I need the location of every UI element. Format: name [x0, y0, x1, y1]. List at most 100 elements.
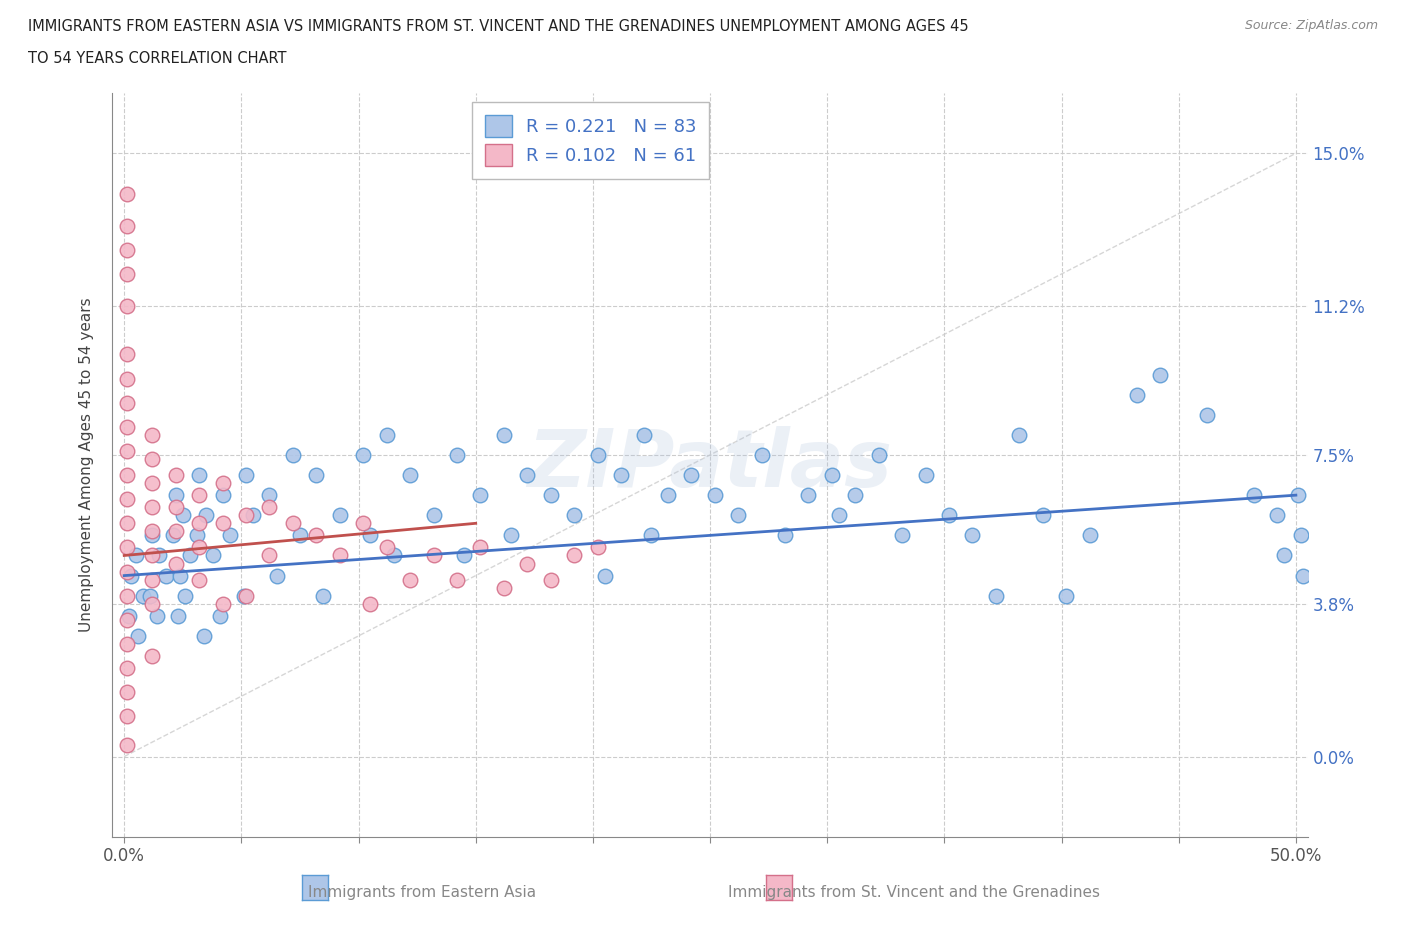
Point: [115, 660, 138, 675]
Point: [962, 528, 984, 543]
Point: [115, 709, 138, 724]
Point: [115, 589, 138, 604]
Point: [146, 608, 169, 623]
Point: [828, 508, 851, 523]
Point: [938, 508, 960, 523]
Point: [172, 508, 194, 523]
Point: [399, 572, 422, 587]
Point: [681, 468, 703, 483]
Y-axis label: Unemployment Among Ages 45 to 54 years: Unemployment Among Ages 45 to 54 years: [79, 298, 94, 632]
Point: [593, 568, 616, 583]
Point: [195, 508, 218, 523]
Point: [188, 468, 211, 483]
Text: Immigrants from St. Vincent and the Grenadines: Immigrants from St. Vincent and the Gren…: [728, 885, 1099, 900]
Point: [446, 447, 468, 462]
Point: [188, 487, 211, 502]
Point: [540, 572, 562, 587]
Point: [141, 475, 163, 490]
Point: [329, 508, 352, 523]
Point: [751, 447, 773, 462]
Point: [115, 516, 138, 531]
Point: [165, 487, 187, 502]
Point: [115, 347, 138, 362]
Point: [1265, 508, 1288, 523]
Point: [375, 540, 398, 555]
Point: [141, 596, 163, 611]
Point: [120, 568, 142, 583]
Point: [259, 499, 281, 514]
Text: TO 54 YEARS CORRELATION CHART: TO 54 YEARS CORRELATION CHART: [28, 51, 287, 66]
Point: [211, 475, 233, 490]
Point: [115, 419, 138, 434]
Point: [242, 508, 264, 523]
Point: [1054, 589, 1077, 604]
Point: [186, 528, 208, 543]
Point: [259, 487, 281, 502]
Point: [422, 548, 444, 563]
Point: [125, 548, 148, 563]
Point: [115, 444, 138, 458]
Point: [1032, 508, 1054, 523]
Legend: R = 0.221   N = 83, R = 0.102   N = 61: R = 0.221 N = 83, R = 0.102 N = 61: [472, 102, 709, 179]
Point: [235, 589, 257, 604]
Point: [1272, 548, 1295, 563]
Point: [141, 548, 163, 563]
Point: [1292, 568, 1315, 583]
Point: [984, 589, 1007, 604]
Point: [162, 528, 184, 543]
Point: [422, 508, 444, 523]
Point: [1125, 387, 1147, 402]
Point: [305, 528, 328, 543]
Point: [188, 516, 211, 531]
Point: [211, 516, 233, 531]
Point: [115, 468, 138, 483]
Text: IMMIGRANTS FROM EASTERN ASIA VS IMMIGRANTS FROM ST. VINCENT AND THE GRENADINES U: IMMIGRANTS FROM EASTERN ASIA VS IMMIGRAN…: [28, 19, 969, 33]
Point: [562, 548, 585, 563]
Point: [155, 568, 177, 583]
Point: [288, 528, 311, 543]
Point: [305, 468, 328, 483]
Point: [914, 468, 936, 483]
Point: [165, 556, 187, 571]
Point: [115, 219, 138, 233]
Point: [165, 468, 187, 483]
Point: [281, 447, 304, 462]
Point: [127, 629, 149, 644]
Point: [868, 447, 890, 462]
Point: [167, 608, 190, 623]
Point: [492, 580, 515, 595]
Point: [211, 596, 233, 611]
Point: [1289, 528, 1312, 543]
Point: [115, 684, 138, 699]
Point: [470, 540, 492, 555]
Point: [657, 487, 679, 502]
Point: [115, 267, 138, 282]
Point: [141, 528, 163, 543]
Point: [1195, 407, 1218, 422]
Point: [188, 572, 211, 587]
Point: [118, 608, 141, 623]
Point: [586, 447, 609, 462]
Point: [1078, 528, 1101, 543]
Point: [1149, 367, 1171, 382]
Point: [211, 487, 233, 502]
Point: [821, 468, 844, 483]
Point: [773, 528, 796, 543]
Point: [703, 487, 725, 502]
Point: [399, 468, 422, 483]
Point: [115, 565, 138, 579]
Point: [359, 528, 381, 543]
Point: [281, 516, 304, 531]
Point: [115, 737, 138, 752]
Point: [312, 589, 335, 604]
Point: [218, 528, 240, 543]
Point: [141, 428, 163, 443]
Point: [148, 548, 170, 563]
Point: [132, 589, 155, 604]
Point: [115, 371, 138, 386]
Point: [115, 612, 138, 627]
Point: [115, 636, 138, 651]
Text: Source: ZipAtlas.com: Source: ZipAtlas.com: [1244, 19, 1378, 32]
Point: [174, 589, 197, 604]
Point: [259, 548, 281, 563]
